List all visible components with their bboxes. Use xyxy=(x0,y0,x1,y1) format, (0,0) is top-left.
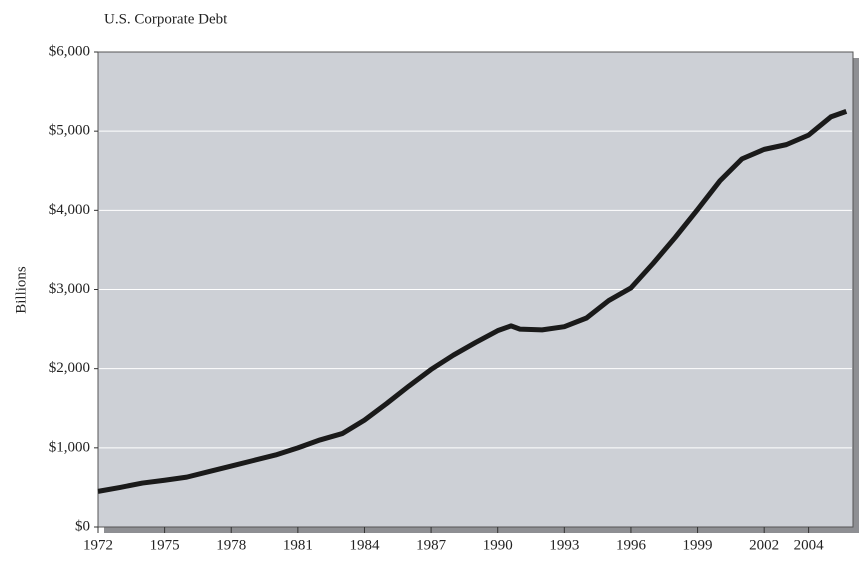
x-tick-label: 1999 xyxy=(683,537,713,553)
x-tick-label: 1981 xyxy=(283,537,313,553)
y-tick-label: $2,000 xyxy=(49,360,90,376)
y-tick-label: $3,000 xyxy=(49,281,90,297)
y-tick-label: $1,000 xyxy=(49,439,90,455)
x-tick-label: 1987 xyxy=(416,537,447,553)
y-tick-label: $4,000 xyxy=(49,202,90,218)
x-tick-label: 1990 xyxy=(483,537,513,553)
data-line xyxy=(97,109,848,494)
x-tick-label: 1975 xyxy=(150,537,180,553)
x-tick-label: 1978 xyxy=(216,537,246,553)
x-tick-label: 1993 xyxy=(549,537,579,553)
x-tick-label: 1972 xyxy=(83,537,113,553)
y-tick-label: $5,000 xyxy=(49,123,90,139)
y-tick-label: $6,000 xyxy=(49,43,90,59)
x-tick-label: 1984 xyxy=(349,537,380,553)
y-axis-label: Billions xyxy=(13,266,29,314)
x-tick-label: 2004 xyxy=(794,537,825,553)
x-tick-label: 1996 xyxy=(616,537,647,553)
x-tick-label: 2002 xyxy=(749,537,779,553)
y-tick-label: $0 xyxy=(75,518,90,534)
chart-title: U.S. Corporate Debt xyxy=(104,11,228,27)
